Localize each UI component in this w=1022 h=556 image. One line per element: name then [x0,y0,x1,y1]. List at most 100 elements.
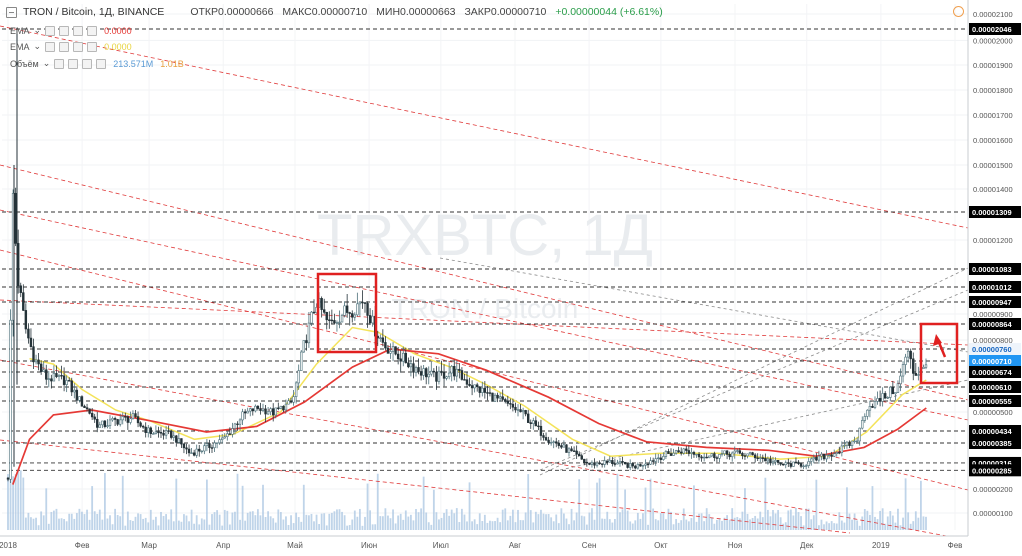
indicator-value: 213.571M [113,58,154,69]
volume-bar [815,479,818,530]
volume-bar [899,525,902,530]
candle-body [713,453,716,458]
volume-bar [313,521,315,530]
volume-bar [522,520,524,530]
candle-body [776,460,780,463]
settings-icon[interactable] [59,41,70,52]
more-icon[interactable] [96,58,107,69]
volume-bar [430,524,433,530]
candle-body [218,439,221,444]
volume-bar [642,513,644,530]
candle-body [241,411,244,421]
settings-icon[interactable] [68,58,79,69]
volume-bar [529,510,532,530]
settings-icon[interactable] [59,25,70,36]
candle-body [85,407,89,410]
candle-body [639,464,642,467]
candle-body [88,408,91,414]
symbol-title[interactable]: TRON / Bitcoin, 1Д, BINANCE [23,6,165,18]
price-level-label: 0.00000610 [972,383,1012,392]
candle-body [565,444,568,453]
price-level-label-bg [969,343,1021,355]
open-value: ОТКР0.00000666 [190,6,274,18]
volume-bar [608,519,611,530]
time-axis: 2018 Фев Мар Апр Май Июн Июл Авг Сен Окт Ноя Дек 201… [0,535,968,551]
candle-body [886,397,889,399]
candle-body [238,419,242,425]
volume-bar [228,524,231,530]
volume-bar [104,473,106,530]
candle-body [330,319,334,322]
volume-bar [422,476,425,530]
candle-body [68,380,71,382]
volume-bar [843,522,846,530]
candle-body [521,410,525,413]
volume-bar [596,482,598,530]
candle-body [419,371,423,376]
price-level-label: 0.00000555 [972,397,1012,406]
volume-bar [109,515,111,530]
candle-body [437,370,441,382]
candle-body [442,372,446,379]
volume-bar [695,521,698,530]
ema-fast-line [29,326,927,460]
candle-body [810,458,813,462]
candle-body [144,426,147,433]
candle-body [539,425,543,436]
close-icon[interactable] [73,25,84,36]
eye-icon[interactable] [45,25,56,36]
close-icon[interactable] [82,58,93,69]
candle-body [771,461,775,464]
volume-bar [665,519,667,530]
volume-bar [126,511,129,530]
candle-body [687,450,691,454]
candle-body [389,351,392,354]
volume-bar [631,523,634,530]
volume-bar [534,511,537,530]
close-icon[interactable] [73,41,84,52]
volume-bar [333,511,336,530]
price-level-label: 0.00000674 [972,368,1012,377]
candle-body [338,321,341,324]
volume-bar [629,521,632,530]
candle-body [912,358,915,374]
indicator-volume[interactable]: Объём ⌄ 213.571M 1.01B [10,58,184,69]
indicator-ema-1[interactable]: EMA ⌄ 0.0000 [10,25,132,36]
candle-body [264,408,267,415]
candle-body [180,438,183,445]
volume-bar [733,517,736,530]
eye-icon[interactable] [54,58,65,69]
volume-bar [200,518,203,530]
volume-bar [364,516,366,530]
indicator-ema-2[interactable]: EMA ⌄ 0.0000 [10,41,132,52]
more-icon[interactable] [87,41,98,52]
volume-bar [374,524,377,530]
settings-icon[interactable] [953,6,964,17]
candle-body [274,407,277,416]
candle-body [608,460,612,463]
eye-icon[interactable] [45,41,56,52]
volume-bar [897,508,899,530]
volume-bar [698,513,700,530]
chevron-down-icon[interactable]: ⌄ [33,25,42,35]
candle-body [679,451,683,454]
volume-bar [823,524,825,530]
candle-body [27,328,30,339]
volume-bar [846,487,848,530]
volume-bar [142,518,145,530]
volume-bar [241,485,244,530]
chevron-down-icon[interactable]: ⌄ [42,58,51,68]
volume-bar [274,522,277,530]
candle-body [175,435,178,443]
volume-bar [88,519,91,530]
collapse-icon[interactable] [6,6,17,18]
more-icon[interactable] [87,25,98,36]
volume-bar [251,511,254,530]
volume-bar [557,523,560,530]
volume-bar [517,509,519,530]
chevron-down-icon[interactable]: ⌄ [33,41,42,51]
volume-bar [708,514,711,530]
volume-bar [341,511,343,530]
volume-bar [565,518,568,530]
